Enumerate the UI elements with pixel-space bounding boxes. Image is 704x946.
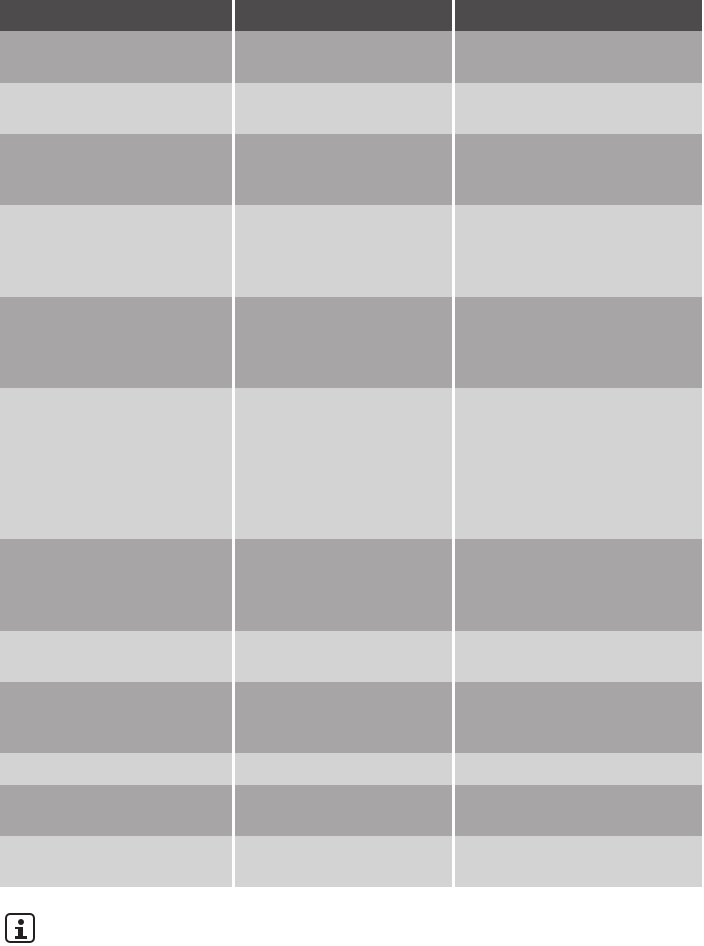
table-row	[0, 297, 702, 388]
table-cell	[235, 297, 452, 388]
table-cell	[0, 31, 232, 83]
table-cell	[0, 83, 232, 134]
table-cell	[0, 205, 232, 297]
info-icon	[5, 913, 35, 943]
table-cell	[455, 631, 702, 682]
table-cell	[455, 753, 702, 785]
table-cell	[455, 682, 702, 753]
table-cell	[0, 682, 232, 753]
table-cell	[455, 297, 702, 388]
table-cell	[235, 836, 452, 887]
table-body	[0, 31, 702, 887]
table-cell	[455, 388, 702, 539]
table-row	[0, 388, 702, 539]
table-cell	[455, 205, 702, 297]
table-cell	[455, 134, 702, 205]
header-cell	[0, 0, 232, 31]
table-cell	[0, 539, 232, 631]
header-cell	[235, 0, 452, 31]
table-cell	[235, 785, 452, 836]
table-cell	[0, 785, 232, 836]
header-cell	[455, 0, 702, 31]
table-cell	[235, 539, 452, 631]
table-row	[0, 836, 702, 887]
table-cell	[455, 31, 702, 83]
table-cell	[235, 753, 452, 785]
table-header	[0, 0, 702, 31]
table-cell	[0, 836, 232, 887]
table-row	[0, 539, 702, 631]
table-cell	[0, 753, 232, 785]
table-cell	[455, 83, 702, 134]
table-row	[0, 631, 702, 682]
table-cell	[455, 785, 702, 836]
table-cell	[235, 388, 452, 539]
table-cell	[235, 205, 452, 297]
table-cell	[0, 388, 232, 539]
table-row	[0, 205, 702, 297]
table-row	[0, 31, 702, 83]
table-cell	[455, 539, 702, 631]
table-cell	[0, 631, 232, 682]
table-cell	[235, 83, 452, 134]
table-cell	[235, 682, 452, 753]
table-cell	[235, 31, 452, 83]
table-row	[0, 134, 702, 205]
table-cell	[235, 134, 452, 205]
table-row	[0, 83, 702, 134]
table-cell	[235, 631, 452, 682]
table-row	[0, 753, 702, 785]
table-row	[0, 785, 702, 836]
table-row	[0, 682, 702, 753]
table-cell	[0, 134, 232, 205]
table-cell	[455, 836, 702, 887]
table-cell	[0, 297, 232, 388]
data-table	[0, 0, 702, 887]
